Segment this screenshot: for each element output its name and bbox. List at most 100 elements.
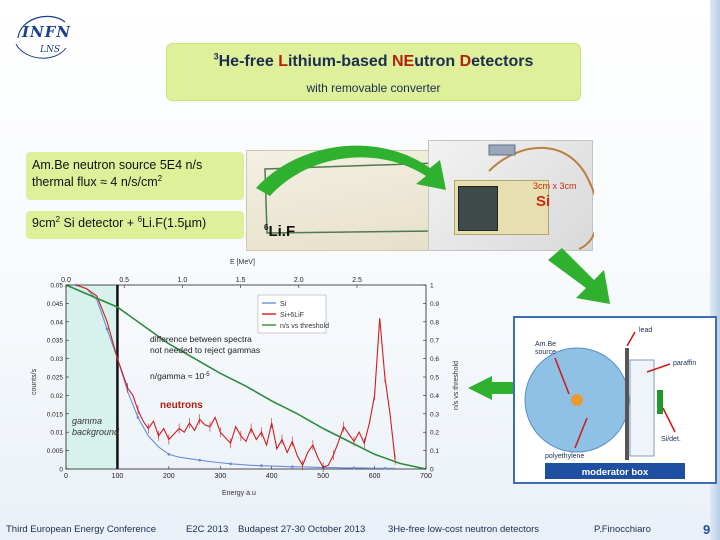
annotation-ngamma: n/gamma ≈ 10-5 [150,371,210,381]
x-tick-label: 600 [369,473,381,480]
label-paraffin: paraffin [673,360,696,367]
si-point [105,327,109,331]
lif-label: 6Li.F [264,223,295,240]
title-highlight: D [459,53,472,70]
x-axis-label: Energy a.u [222,490,256,497]
si-point [136,416,140,419]
detector-si-label: Si [536,193,551,210]
ngamma-exp: -5 [204,372,210,378]
si-point [167,452,171,456]
ngamma-text: n/gamma ≈ 10 [150,371,205,381]
detector-cable-icon [488,144,599,250]
y2-tick-label: 0.1 [430,448,439,455]
y2-axis-label: n/s vs threshold [453,361,460,410]
y2-tick-label: 0.2 [430,430,439,437]
y-tick-label: 0.03 [50,356,63,363]
title-box: 3He-free Lithium-based NEutron Detectors… [166,43,581,101]
source-line: Am.Be [535,341,556,348]
y-tick-label: 0.01 [50,430,63,437]
footer-abbr: E2C 2013 [186,524,229,535]
y-tick-label: 0.035 [47,338,64,345]
lif-text: Li.F [268,223,296,240]
top-tick-label: 0.5 [119,277,129,284]
detector-size-label: 3cm x 3cm [533,181,577,191]
x-tick-label: 300 [214,473,226,480]
y2-tick-label: 0.5 [430,375,439,382]
top-tick-label: 2.5 [352,277,362,284]
paraffin-slab-icon [629,359,655,457]
y-tick-label: 0.015 [47,411,64,418]
right-decoration-band [710,0,720,540]
diagonal-arrow-icon [548,248,610,304]
y2-tick-label: 0.4 [430,393,439,400]
x-tick-label: 500 [317,473,329,480]
si-detector-icon [657,390,663,414]
y2-tick-label: 0.6 [430,356,439,363]
title-part: ithium-based [287,53,392,70]
page-number: 9 [703,522,711,537]
si-point [290,465,294,469]
logo-sub-text: LNS [40,45,61,55]
si-point [383,466,387,470]
label-polyethylene: polyethylene [545,453,584,460]
legend-si: Si [280,301,287,308]
moderator-drawing: Am.Be source lead paraffin polyethylene S… [524,327,696,479]
y2-tick-label: 1 [430,283,434,290]
x-tick-label: 0 [64,473,68,480]
moderator-box-diagram: Am.Be source lead paraffin polyethylene S… [513,316,717,484]
series-si [76,284,396,469]
legend-ratio: n/s vs threshold [280,323,329,330]
det-text: Li.F(1.5µm) [142,216,207,230]
y2-tick-label: 0.8 [430,319,439,326]
y-tick-label: 0 [59,467,63,474]
footer-conference: Third European Energy Conference [6,524,156,535]
x-tick-label: 400 [266,473,278,480]
source-line: source [535,349,556,356]
pointer-lead-icon [626,331,636,347]
pointer-det-icon [662,407,676,433]
legend: Si Si+6LiF n/s vs threshold [257,294,329,334]
si-point [260,464,263,468]
title-highlight: L [278,53,288,70]
y-tick-label: 0.04 [50,319,63,326]
top-tick-label: 2.0 [294,277,304,284]
y2-tick-label: 0.9 [430,301,439,308]
caption-bar [545,463,685,479]
series-layer [65,283,427,473]
footer: Third European Energy Conference E2C 201… [0,520,720,540]
annotation-background: background [72,427,120,437]
gamma-background-region [66,285,118,469]
label-lead: lead [639,327,652,334]
neutron-source-box: Am.Be neutron source 5E4 n/s thermal flu… [26,152,244,200]
det-text: 9cm [32,216,56,230]
spectrum-chart: 0 100 200 300 400 500 600 70000.0050.010.0150.0… [31,259,460,497]
logo-swirl-icon [15,15,67,59]
source-line-2-text: thermal flux ≈ 4 n/s/cm [32,175,158,189]
y-tick-label: 0.05 [50,283,63,290]
footer-topic: 3He-free low-cost neutron detectors [388,524,540,535]
annotation-difference: difference between spectra [150,334,252,344]
y2-tick-label: 0.3 [430,411,439,418]
det-sup: 2 [55,214,61,224]
top-tick-label: 1.0 [178,277,188,284]
source-dot-icon [571,394,583,406]
annotation-not-needed: not needed to reject gammas [150,345,260,355]
title-part: etectors [471,53,534,70]
source-line-2: thermal flux ≈ 4 n/s/cm2 [32,174,238,191]
series-ratio [65,284,427,470]
y-tick-label: 0.045 [47,301,64,308]
title-highlight: NE [392,53,415,70]
lead-sheet-icon [625,348,629,460]
top-tick-label: 1.5 [236,277,246,284]
y2-tick-label: 0.7 [430,338,439,345]
title-part: He-free [218,53,279,70]
pointer-paraffin-icon [646,363,671,373]
pointer-source-icon [554,357,570,395]
curved-arrow-icon [256,145,446,196]
x-tick-label: 200 [163,473,175,480]
x-tick-label: 700 [420,473,432,480]
detector-box: 9cm2 Si detector + 6Li.F(1.5µm) [26,211,244,239]
det-sup: 6 [137,214,143,224]
si-point [229,462,232,466]
x-tick-label: 100 [112,473,124,480]
